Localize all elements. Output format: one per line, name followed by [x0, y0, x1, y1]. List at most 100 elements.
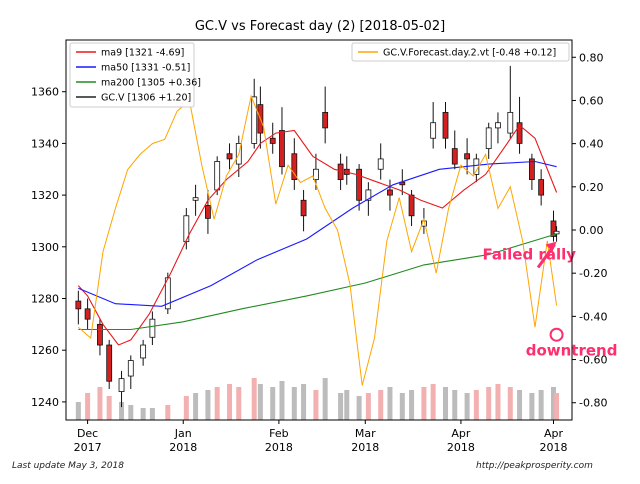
- candle-body: [127, 360, 134, 377]
- volume-bar: [473, 390, 479, 420]
- volume-bar: [538, 390, 544, 420]
- y2-tick-label: 0.60: [579, 94, 604, 107]
- x-tick-year: 2018: [169, 441, 197, 454]
- candle-body: [464, 153, 470, 160]
- series-line-gc-v-forecast-day-2-vt: [77, 94, 558, 386]
- candle-body: [387, 189, 393, 196]
- candle-body: [550, 220, 557, 237]
- legend-label: ma9 [1321 -4.69]: [101, 48, 184, 59]
- volume-bar: [517, 390, 523, 420]
- volume-bar: [421, 387, 427, 420]
- y-tick-label: 1280: [31, 293, 59, 306]
- volume-bar: [443, 387, 448, 420]
- candle-body: [192, 197, 199, 201]
- volume-bar: [529, 393, 535, 420]
- volume-bar: [119, 402, 125, 420]
- candle-body: [408, 194, 415, 217]
- volume-bar: [486, 387, 492, 420]
- candle-body: [322, 111, 329, 129]
- volume-bar: [507, 387, 513, 420]
- x-tick-label: Dec: [77, 427, 98, 440]
- volume-bar: [452, 390, 458, 420]
- volume-bar: [75, 402, 81, 420]
- annotation-failed-rally: Failed rally: [483, 246, 577, 264]
- y2-tick-label: 0.80: [579, 51, 604, 64]
- x-tick-label: Apr: [544, 427, 564, 440]
- volume-bar: [344, 390, 350, 420]
- x-tick-label: Apr: [451, 427, 471, 440]
- legend-right-box: [351, 42, 570, 62]
- volume-bar: [140, 408, 146, 420]
- volume-bar: [106, 396, 112, 420]
- x-tick-year: 2017: [74, 441, 102, 454]
- x-tick-label: Mar: [355, 427, 376, 440]
- candle-body: [279, 130, 285, 168]
- y-tick-label: 1320: [31, 189, 59, 202]
- candle-body: [269, 137, 276, 144]
- candle-body: [553, 230, 560, 235]
- volume-bar: [205, 390, 211, 420]
- candle-body: [84, 308, 91, 320]
- y2-tick-label: 0.20: [579, 181, 604, 194]
- volume-bar: [554, 393, 560, 420]
- chart-title: GC.V vs Forecast day (2) [2018-05-02]: [195, 19, 445, 34]
- x-tick-year: 2018: [351, 441, 379, 454]
- volume-bar: [301, 384, 307, 420]
- annotation-arrow-head: [545, 241, 557, 252]
- volume-bar: [251, 378, 257, 420]
- candle-body: [300, 199, 307, 217]
- volume-bar: [495, 384, 501, 420]
- legend-label: ma200 [1305 +0.36]: [101, 78, 201, 89]
- annotation-circle: [549, 327, 564, 342]
- candle-body: [140, 344, 147, 359]
- candle-body: [313, 168, 319, 180]
- candle-body: [442, 111, 449, 139]
- candle-body: [538, 179, 545, 196]
- volume-bar: [227, 384, 233, 420]
- volume-bar: [430, 384, 436, 420]
- volume-bar: [550, 387, 556, 420]
- candle-body: [214, 161, 221, 191]
- volume-bar: [387, 387, 393, 420]
- x-tick-year: 2018: [447, 441, 475, 454]
- candle-body: [365, 189, 372, 201]
- footer-last-update: Last update May 3, 2018: [12, 461, 124, 471]
- volume-bar: [399, 393, 405, 420]
- volume-bar: [279, 381, 285, 420]
- candle-body: [251, 96, 258, 144]
- volume-bar: [165, 405, 171, 420]
- x-tick-label: Jan: [174, 427, 192, 440]
- legend-label: GC.V.Forecast.day.2.vt [-0.48 +0.12]: [383, 48, 556, 59]
- series-lines: [77, 94, 558, 386]
- volume-bar: [85, 393, 91, 420]
- y-tick-label: 1340: [31, 137, 59, 150]
- axes: 1240 1260 1280 1300 1320 1340 1360 0.80 0.60 0.40…: [31, 51, 607, 454]
- volume-bar: [356, 396, 362, 420]
- series-line-ma9: [77, 124, 558, 346]
- volume-bar: [257, 384, 263, 420]
- volume-bar: [183, 396, 189, 420]
- y2-tick-label: -0.20: [579, 267, 607, 280]
- volume-bar: [236, 387, 242, 420]
- candle-body: [75, 300, 82, 310]
- candle-body: [205, 205, 211, 219]
- candle-body: [507, 111, 514, 134]
- candle-body: [183, 215, 190, 243]
- y-tick-label: 1260: [31, 344, 59, 357]
- x-tick-year: 2018: [265, 441, 293, 454]
- candle-body: [377, 158, 384, 170]
- series-line-ma200: [78, 233, 557, 331]
- volume-bar: [464, 393, 470, 420]
- candle-body: [485, 127, 492, 149]
- legend-left-box: [69, 42, 195, 108]
- candle-body: [356, 168, 363, 201]
- y2-tick-label: 0.40: [579, 138, 604, 151]
- legends: ma9 [1321 -4.69] ma50 [1331 -0.51] ma200 […: [69, 42, 570, 108]
- volume-bar: [291, 387, 297, 420]
- y2-tick-label: -0.80: [579, 397, 607, 410]
- y-tick-label: 1300: [31, 241, 59, 254]
- candle-body: [516, 122, 523, 144]
- volume-bar: [149, 408, 155, 420]
- candle-body: [451, 148, 458, 165]
